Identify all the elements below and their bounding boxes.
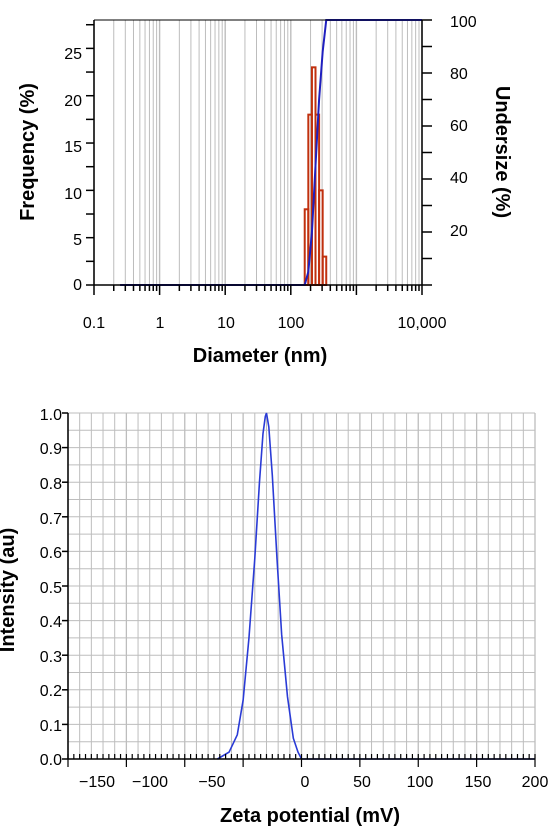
y-tick-label: 0.1 [40,718,62,735]
y-tick-label: 0.3 [40,649,62,666]
y-tick-label: 0.9 [40,441,62,458]
y-tick-label: 1.0 [40,407,62,424]
x-tick-label: −50 [198,774,225,791]
y-right-tick-label: 60 [450,118,468,135]
histogram-bar [321,255,328,287]
x-tick-label: 200 [522,774,549,791]
axes-layer [86,19,432,295]
y-axis-title: Intensity (au) [0,528,19,652]
y-tick-label: 0.6 [40,545,62,562]
grid-layer [93,20,423,285]
x-tick-label: 100 [278,315,305,332]
size-distribution-chart: 0.1 1 10 100 10,000 0 5 10 15 20 25 20 4… [17,14,513,367]
y-right-tick-label: 20 [450,223,468,240]
axes-layer [62,412,536,767]
y-right-tick-label: 80 [450,66,468,83]
x-tick-label: −150 [79,774,115,791]
x-tick-label: 150 [465,774,492,791]
grid-layer [67,412,536,760]
y-left-tick-label: 5 [73,232,82,249]
y-left-tick-label: 0 [73,277,82,294]
x-axis-title: Diameter (nm) [193,345,327,367]
zeta-potential-chart: −150 −100 −50 0 50 100 150 200 0.0 0.1 0… [0,407,549,827]
y-tick-label: 0.8 [40,476,62,493]
y-tick-label: 0.4 [40,614,62,631]
x-tick-label: 10 [217,315,235,332]
y-left-tick-label: 10 [64,186,82,203]
zeta-line-layer [217,412,535,760]
y-left-tick-label: 20 [64,93,82,110]
x-tick-label: 10,000 [398,315,447,332]
y-right-tick-label: 100 [450,14,477,31]
y-tick-label: 0.5 [40,580,62,597]
y-tick-label: 0.7 [40,511,62,528]
y-left-tick-label: 15 [64,139,82,156]
y-axis-title-right: Undersize (%) [491,86,513,218]
x-tick-label: 0 [301,774,310,791]
y-tick-label: 0.2 [40,683,62,700]
x-tick-label: −100 [132,774,168,791]
y-axis-title-left: Frequency (%) [17,83,39,221]
x-tick-label: 100 [407,774,434,791]
zeta-intensity-line [217,412,535,760]
x-tick-label: 0.1 [83,315,105,332]
x-tick-label: 50 [353,774,371,791]
y-left-tick-label: 25 [64,46,82,63]
x-tick-label: 1 [156,315,165,332]
y-tick-label: 0.0 [40,752,62,769]
y-right-tick-label: 40 [450,170,468,187]
x-axis-title: Zeta potential (mV) [220,805,400,827]
